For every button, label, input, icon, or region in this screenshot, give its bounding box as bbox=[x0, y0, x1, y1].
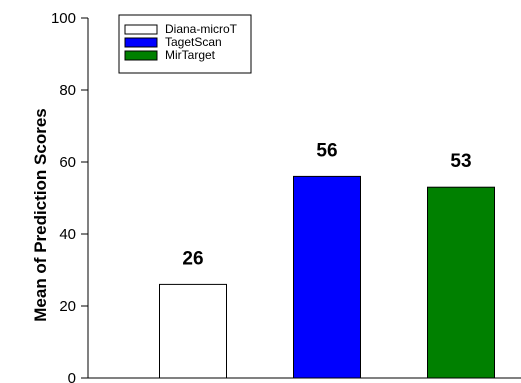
bars bbox=[159, 175, 495, 379]
bar-tagetscan bbox=[293, 175, 361, 379]
y-axis-title: Mean of Prediction Scores bbox=[31, 108, 50, 322]
y-tick-label: 20 bbox=[59, 298, 76, 315]
y-ticks: 0 20 40 60 80 100 bbox=[51, 10, 88, 383]
legend-label: TagetScan bbox=[165, 35, 222, 49]
y-tick-label: 80 bbox=[59, 82, 76, 99]
y-tick-label: 0 bbox=[68, 370, 76, 383]
data-labels: 26 56 53 bbox=[182, 140, 471, 269]
data-label: 56 bbox=[316, 140, 337, 161]
data-label: 53 bbox=[450, 151, 471, 172]
legend-swatch bbox=[124, 50, 158, 61]
legend-swatch bbox=[124, 37, 158, 48]
y-tick-label: 100 bbox=[51, 10, 76, 27]
bar-mirtarget bbox=[427, 186, 495, 379]
legend-swatch bbox=[124, 24, 158, 35]
bar-diana-microt bbox=[159, 283, 227, 379]
y-tick-label: 60 bbox=[59, 154, 76, 171]
legend-label: MirTarget bbox=[165, 48, 216, 62]
y-tick-label: 40 bbox=[59, 226, 76, 243]
data-label: 26 bbox=[182, 248, 203, 269]
legend-label: Diana-microT bbox=[165, 22, 238, 36]
